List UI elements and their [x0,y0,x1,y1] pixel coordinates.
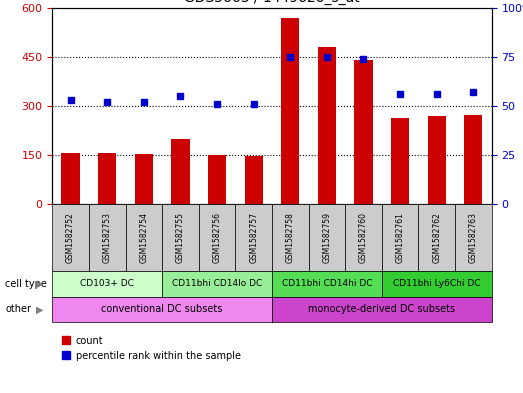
Text: conventional DC subsets: conventional DC subsets [101,305,223,314]
Text: GSM1582754: GSM1582754 [139,212,149,263]
FancyBboxPatch shape [382,271,492,297]
Bar [208,155,226,204]
Text: GSM1582763: GSM1582763 [469,212,478,263]
Bar [317,47,336,204]
Text: CD103+ DC: CD103+ DC [80,279,134,288]
Title: GDS5663 / 1449620_s_at: GDS5663 / 1449620_s_at [184,0,360,6]
FancyBboxPatch shape [382,204,418,271]
FancyBboxPatch shape [309,204,345,271]
FancyBboxPatch shape [272,271,382,297]
Text: GSM1582761: GSM1582761 [395,212,405,263]
FancyBboxPatch shape [345,204,382,271]
Text: ▶: ▶ [36,279,43,289]
Text: CD11bhi Ly6Chi DC: CD11bhi Ly6Chi DC [393,279,481,288]
Text: GSM1582756: GSM1582756 [212,212,222,263]
Text: GSM1582752: GSM1582752 [66,212,75,263]
Text: GSM1582762: GSM1582762 [432,212,441,263]
Text: GSM1582757: GSM1582757 [249,212,258,263]
Bar [464,115,482,204]
FancyBboxPatch shape [235,204,272,271]
Text: CD11bhi CD14hi DC: CD11bhi CD14hi DC [281,279,372,288]
Text: GSM1582755: GSM1582755 [176,212,185,263]
Text: GSM1582753: GSM1582753 [103,212,112,263]
FancyBboxPatch shape [272,204,309,271]
Bar [171,139,189,204]
Bar [134,154,153,204]
FancyBboxPatch shape [162,271,272,297]
FancyBboxPatch shape [162,204,199,271]
Text: other: other [5,305,31,314]
FancyBboxPatch shape [272,297,492,322]
Text: GSM1582759: GSM1582759 [322,212,332,263]
Text: GSM1582758: GSM1582758 [286,212,295,263]
FancyBboxPatch shape [52,204,89,271]
FancyBboxPatch shape [89,204,126,271]
Text: monocyte-derived DC subsets: monocyte-derived DC subsets [308,305,456,314]
Text: CD11bhi CD14lo DC: CD11bhi CD14lo DC [172,279,262,288]
Bar [244,156,263,204]
Text: GSM1582760: GSM1582760 [359,212,368,263]
Text: cell type: cell type [5,279,47,289]
FancyBboxPatch shape [52,271,162,297]
Legend: count, percentile rank within the sample: count, percentile rank within the sample [57,332,245,365]
FancyBboxPatch shape [199,204,235,271]
Bar [427,116,446,204]
Bar [281,18,299,204]
Bar [98,152,116,204]
FancyBboxPatch shape [455,204,492,271]
Bar [391,118,409,204]
FancyBboxPatch shape [52,297,272,322]
Bar [61,153,79,204]
Text: ▶: ▶ [36,305,43,314]
Bar [354,60,372,204]
FancyBboxPatch shape [126,204,162,271]
FancyBboxPatch shape [418,204,455,271]
